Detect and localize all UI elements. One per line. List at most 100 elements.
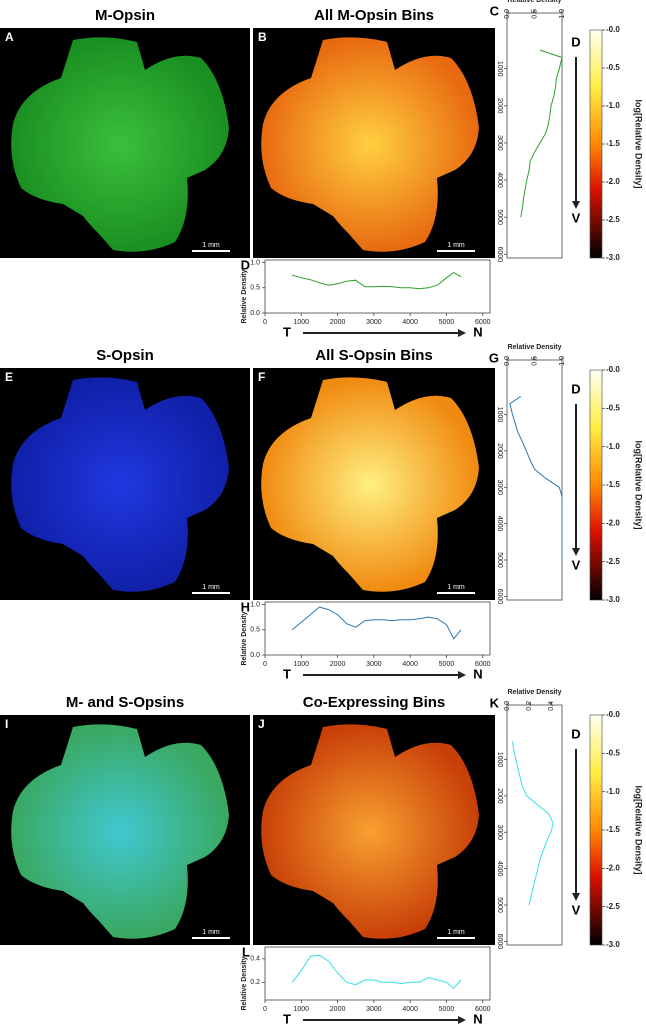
end-label: V [572,557,581,572]
x-tick-label: 4000 [496,861,503,877]
arrow-head [458,329,466,337]
colorbar-tick-label: -2.0 [606,863,620,872]
arrow-head [572,893,580,901]
end-label: N [473,666,482,681]
x-tick-label: 3000 [496,135,503,151]
panel-title: M-Opsin [95,7,155,24]
panel-letter: D [241,257,250,272]
start-label: D [571,34,580,49]
arrow-head [572,548,580,556]
panel-letter: E [5,370,13,384]
plot-frame [506,359,563,601]
x-tick-label: 6000 [496,589,503,605]
colorbar-tick-label: -0.5 [606,403,620,412]
x-tick-label: 4000 [402,661,418,668]
x-tick-label: 5000 [439,1006,455,1013]
density-line [291,954,462,989]
colorbar-tick-label: -1.0 [606,442,620,451]
arrow-head [458,671,466,679]
x-tick-label: 2000 [496,443,503,459]
scale-bar-label: 1 mm [447,929,465,936]
colorbar-tick-label: -3.0 [606,253,620,262]
x-tick-label: 3000 [496,824,503,840]
x-tick-label: 6000 [496,934,503,950]
panel-letter: A [5,30,14,44]
axis-label: Relative Density [241,956,248,1010]
x-tick-label: 5000 [496,897,503,913]
y-tick-label: 0.0 [504,9,511,19]
x-tick-label: 5000 [439,661,455,668]
y-tick-label: 0.0 [250,310,260,317]
axis-label: Relative Density [507,689,561,696]
colorbar-tick-label: -0.0 [606,365,620,374]
y-tick-label: 0.4 [250,956,260,963]
colorbar-tick-label: -1.0 [606,101,620,110]
plot-frame [264,946,491,1001]
start-label: T [283,1011,291,1026]
x-tick-label: 3000 [366,661,382,668]
y-tick-label: 1.0 [559,356,566,366]
colorbar-tick-label: -3.0 [606,595,620,604]
colorbar-label: log[Relative Density] [634,440,644,529]
x-tick-label: 2000 [496,788,503,804]
axis-label: Relative Density [241,611,248,665]
plot-frame [506,12,563,259]
y-tick-label: 0.0 [504,356,511,366]
colorbar-label: log[Relative Density] [634,785,644,874]
x-tick-label: 1000 [496,61,503,77]
colorbar-tick-label: -2.0 [606,518,620,527]
x-tick-label: 0 [263,661,267,668]
x-tick-label: 1000 [496,407,503,423]
arrow-head [458,1016,466,1024]
x-tick-label: 2000 [330,1006,346,1013]
y-tick-label: 0.5 [250,627,260,634]
start-label: D [571,381,580,396]
x-tick-label: 4000 [402,319,418,326]
x-tick-label: 4000 [496,516,503,532]
x-tick-label: 3000 [366,319,382,326]
x-tick-label: 3000 [366,1006,382,1013]
colorbar-tick-label: -1.5 [606,825,620,834]
axis-label: Relative Density [507,0,561,4]
colorbar [589,714,603,946]
panel-letter: H [241,599,250,614]
x-tick-label: 6000 [475,1006,491,1013]
panel-letter: G [489,350,499,365]
panel-letter: K [490,695,500,710]
x-tick-label: 5000 [439,319,455,326]
y-tick-label: 0.2 [250,979,260,986]
y-tick-label: 0.4 [548,701,555,711]
colorbar-tick-label: -0.5 [606,63,620,72]
x-tick-label: 1000 [294,661,310,668]
x-tick-label: 1000 [294,319,310,326]
colorbar-tick-label: -1.5 [606,139,620,148]
panel-title: All M-Opsin Bins [314,7,434,24]
axis-label: Relative Density [241,269,248,323]
x-tick-label: 4000 [496,172,503,188]
colorbar-tick-label: -1.5 [606,480,620,489]
density-line [291,606,462,640]
colorbar [589,369,603,601]
colorbar-tick-label: -2.0 [606,177,620,186]
end-label: N [473,324,482,339]
colorbar-tick-label: -0.0 [606,710,620,719]
x-tick-label: 6000 [496,246,503,262]
start-label: D [571,726,580,741]
colorbar-tick-label: -2.5 [606,902,620,911]
panel-title: M- and S-Opsins [66,694,184,711]
y-tick-label: 0.5 [531,9,538,19]
plot-frame [264,259,491,314]
y-tick-label: 1.0 [250,259,260,266]
x-tick-label: 1000 [294,1006,310,1013]
density-line [512,741,554,906]
x-tick-label: 4000 [402,1006,418,1013]
density-line [509,395,563,560]
axis-label: Relative Density [507,344,561,351]
y-tick-label: 0.5 [250,285,260,292]
arrow-head [572,201,580,209]
density-line [292,272,462,290]
y-tick-label: 0.5 [531,356,538,366]
images [0,28,495,945]
start-label: T [283,324,291,339]
